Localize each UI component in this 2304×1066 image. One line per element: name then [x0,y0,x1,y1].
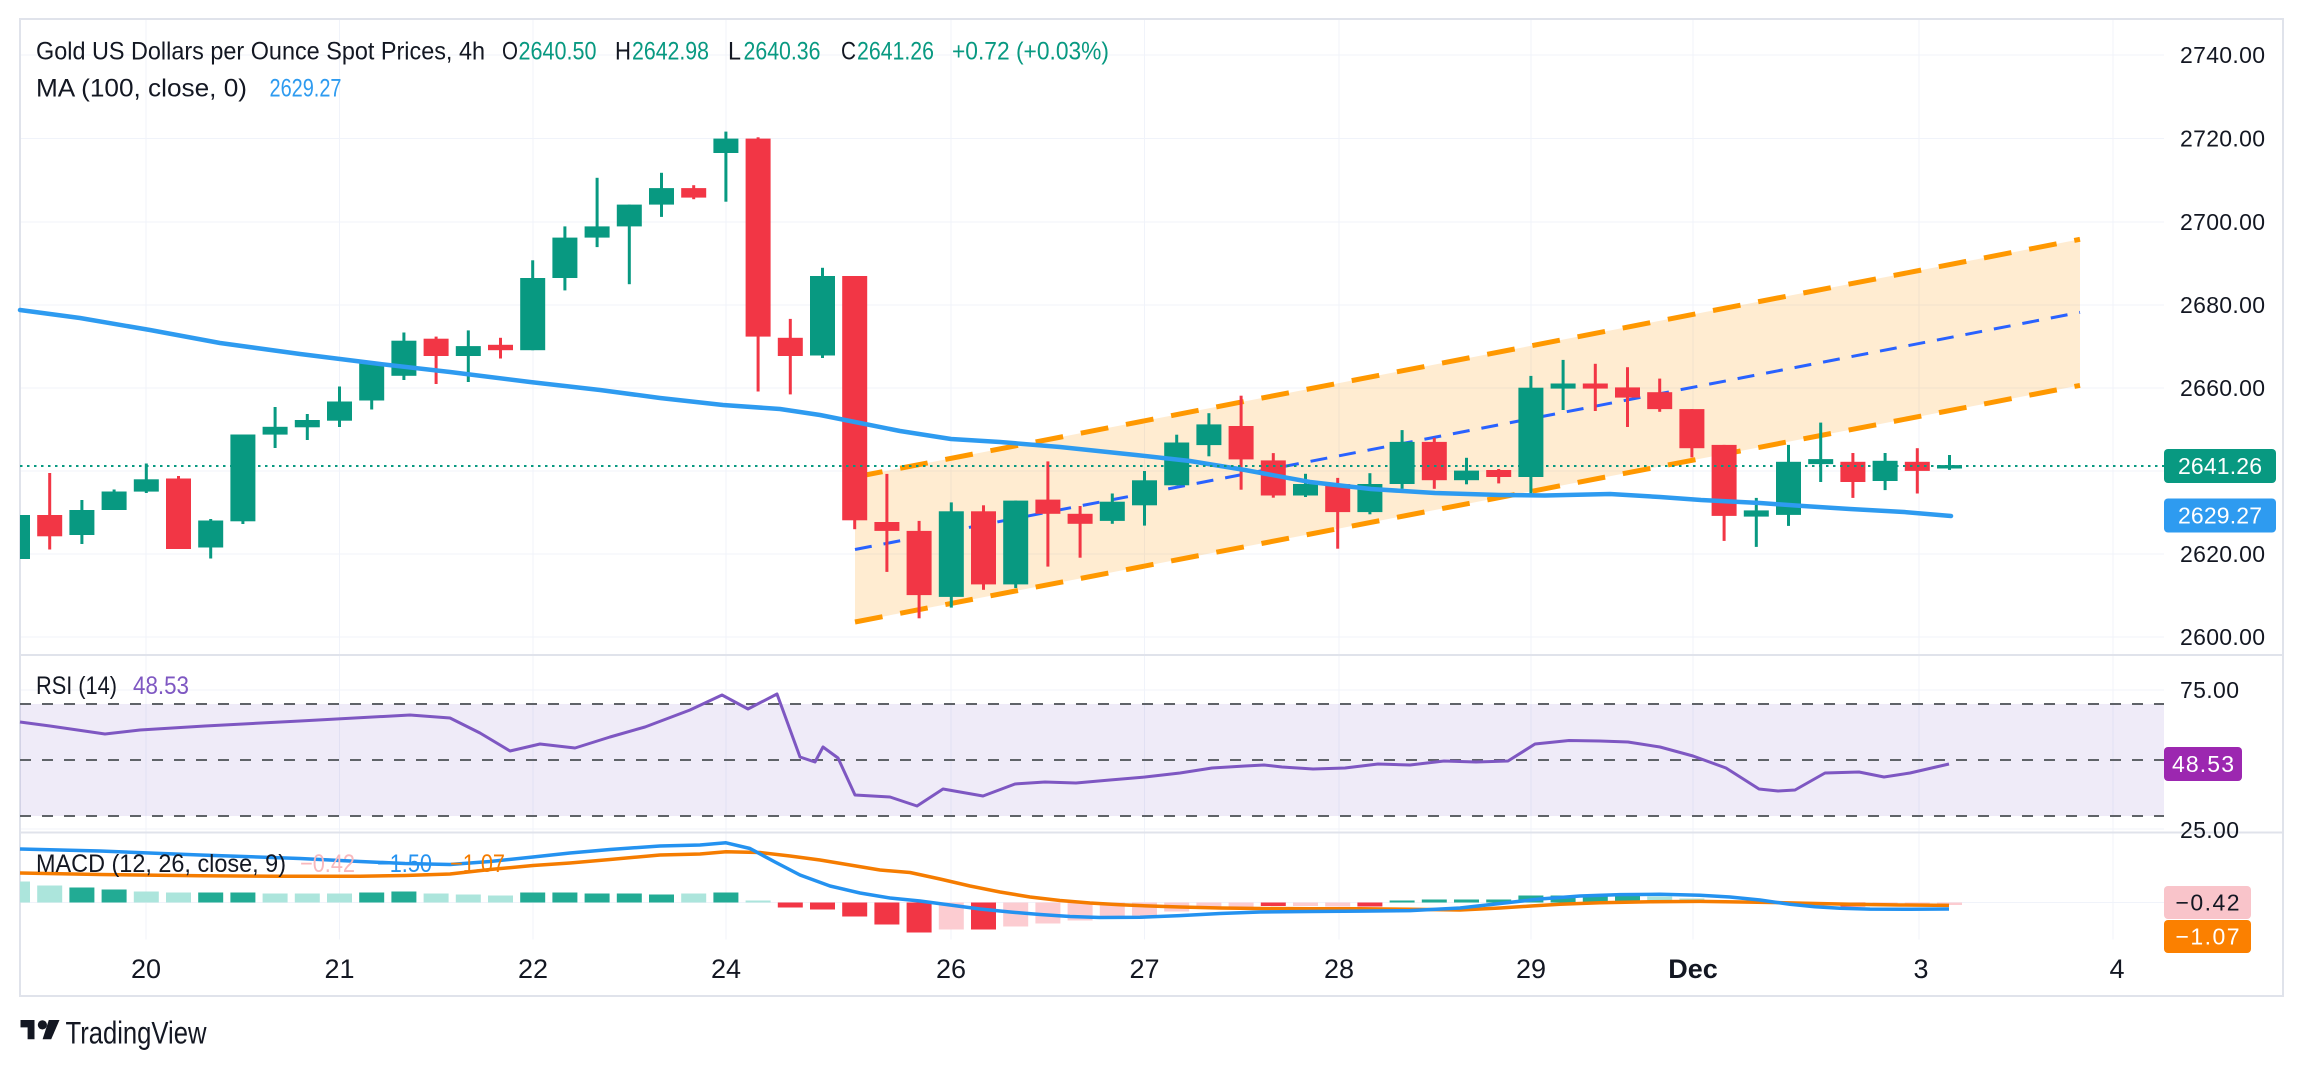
svg-text:+0.72 (+0.03%): +0.72 (+0.03%) [952,38,1109,66]
svg-text:2700.00: 2700.00 [2180,209,2265,235]
svg-text:L: L [728,38,741,66]
svg-text:27: 27 [1129,954,1159,984]
svg-text:21: 21 [324,954,354,984]
svg-text:2629.27: 2629.27 [270,75,342,103]
svg-text:2720.00: 2720.00 [2180,126,2265,152]
svg-text:75.00: 75.00 [2180,677,2239,703]
svg-text:2620.00: 2620.00 [2180,541,2265,567]
svg-text:2600.00: 2600.00 [2180,624,2265,650]
svg-text:24: 24 [711,954,741,984]
svg-text:TradingView: TradingView [66,1015,207,1051]
svg-text:28: 28 [1324,954,1354,984]
svg-text:20: 20 [131,954,161,984]
svg-text:MA (100, close, 0): MA (100, close, 0) [36,75,247,103]
svg-text:3: 3 [1913,954,1928,984]
svg-text:26: 26 [936,954,966,984]
svg-text:29: 29 [1516,954,1546,984]
svg-text:2660.00: 2660.00 [2180,375,2265,401]
svg-text:−1.07: −1.07 [2176,924,2240,950]
svg-text:2740.00: 2740.00 [2180,42,2265,68]
svg-text:−1.07: −1.07 [450,850,505,878]
svg-text:2680.00: 2680.00 [2180,292,2265,318]
svg-text:2640.36: 2640.36 [744,38,821,66]
svg-text:H: H [615,38,631,66]
svg-text:−0.42: −0.42 [300,850,355,878]
svg-text:Gold US Dollars per Ounce Spot: Gold US Dollars per Ounce Spot Prices, 4… [36,38,485,66]
svg-text:48.53: 48.53 [133,672,189,700]
svg-text:C: C [841,38,856,66]
svg-text:Dec: Dec [1668,954,1718,984]
svg-text:2640.50: 2640.50 [519,38,597,66]
svg-text:2642.98: 2642.98 [632,38,709,66]
svg-text:4: 4 [2109,954,2124,984]
svg-text:−1.50: −1.50 [377,850,432,878]
svg-text:2641.26: 2641.26 [857,38,934,66]
svg-text:MACD (12, 26, close, 9): MACD (12, 26, close, 9) [36,850,286,878]
svg-text:O: O [502,38,518,66]
svg-text:48.53: 48.53 [2172,751,2234,777]
svg-text:2641.26: 2641.26 [2178,453,2262,479]
svg-text:RSI (14): RSI (14) [36,672,117,700]
svg-text:2629.27: 2629.27 [2178,503,2262,529]
svg-text:25.00: 25.00 [2180,817,2239,843]
svg-text:22: 22 [518,954,548,984]
svg-text:−0.42: −0.42 [2176,890,2240,916]
